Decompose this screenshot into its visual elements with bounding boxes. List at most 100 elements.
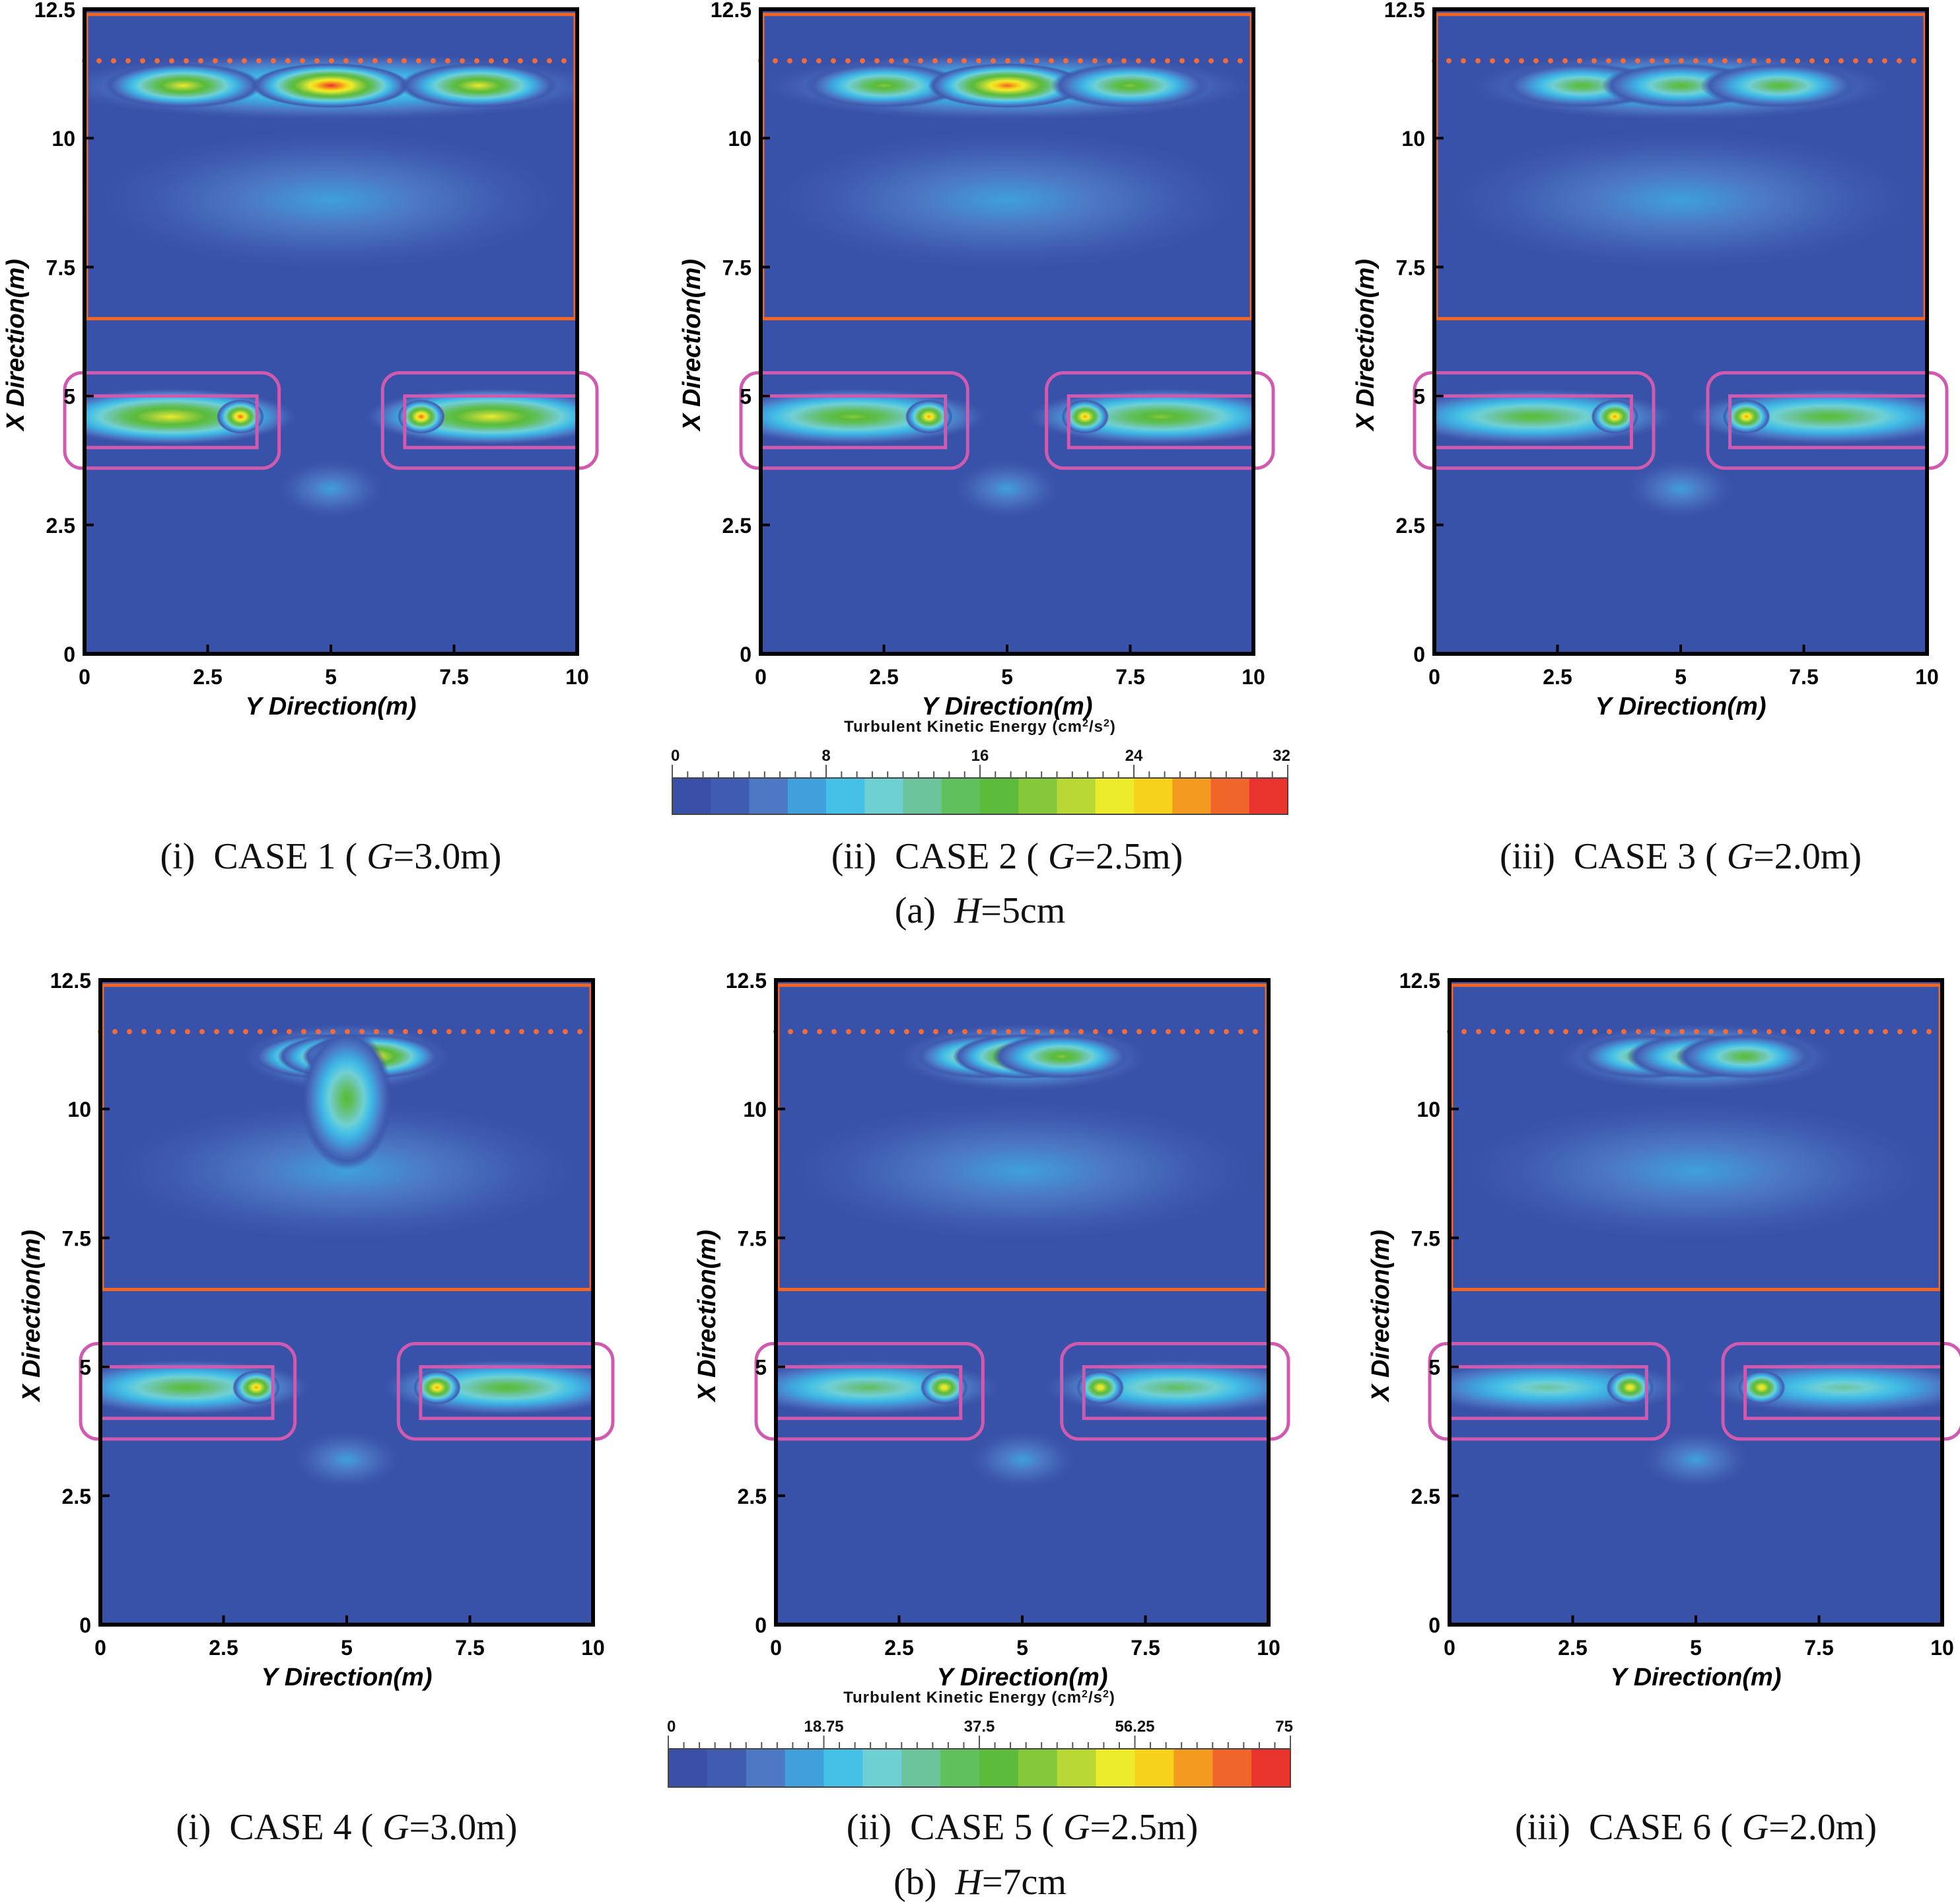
panel-case-4: 0 2.5 5 7.5 10 0 2.5 5 7.5 10 12.5 Y Direction(m) X … [18,969,615,1848]
caption-g-value: =2.0m [1768,1807,1864,1848]
y-tick-label: 10 [67,1098,91,1121]
y-tick-label: 10 [743,1098,767,1121]
x-tick-label: 10 [1257,1636,1280,1660]
contour-field [1434,9,1927,654]
structure-outer-right [1060,1341,1290,1441]
panel-case-3: 0 2.5 5 7.5 10 0 2.5 5 7.5 10 12.5 Y Direction(m) X … [1352,0,1949,877]
tke-hotspot [1061,399,1109,434]
tke-hotspot [413,1370,461,1405]
colorbar-swatch [1095,778,1135,814]
y-tick-label: 10 [52,127,75,151]
caption-case: CASE 6 [1589,1807,1711,1848]
colorbar-tick-label: 37.5 [964,1718,995,1736]
colorbar-tick-label: 0 [671,747,680,765]
x-tick-label: 7.5 [455,1636,484,1660]
caption-g-value: =3.0m [394,836,489,877]
y-tick-label: 12.5 [1384,0,1425,22]
y-tick-label: 0 [63,643,75,666]
y-tick-label: 5 [79,1356,91,1380]
colorbar-tick-label: 18.75 [804,1718,843,1736]
colorbar-swatch [668,1749,708,1787]
x-tick-label: 2.5 [884,1636,913,1660]
y-axis-title: X Direction(m) [1352,259,1380,432]
tke-peak [1700,63,1859,108]
y-tick-label: 10 [1417,1098,1440,1121]
structure-outer-right [1721,1341,1960,1441]
caption-g-value: =2.5m [1090,1807,1185,1848]
caption-g-value: =3.0m [409,1807,505,1848]
x-tick-label: 5 [1675,665,1687,689]
colorbar-swatch [1212,1749,1252,1787]
y-tick-label: 5 [1428,1356,1440,1380]
colorbar-swatch [1018,778,1057,814]
x-tick-label: 0 [755,665,767,689]
y-tick-label: 0 [1428,1613,1440,1637]
x-tick-label: 2.5 [869,665,898,689]
colorbar-title: Turbulent Kinetic Energy (cm2/s2) [843,1689,1115,1707]
x-tick-label: 0 [79,665,90,689]
colorbar-swatch [941,778,981,814]
low-level-patch [761,122,1253,277]
tke-hotspot [905,399,953,434]
x-axis-title: Y Direction(m) [936,1664,1107,1691]
colorbar-swatch [980,778,1019,814]
colorbar-tick-label: 32 [1273,747,1290,765]
x-axis-title: Y Direction(m) [921,693,1092,721]
x-axis-title: Y Direction(m) [261,1664,432,1691]
y-tick-label: 0 [755,1613,767,1637]
x-tick-label: 10 [581,1636,605,1660]
panel-case-5: 0 2.5 5 7.5 10 0 2.5 5 7.5 10 12.5 Y Direction(m) X … [693,969,1290,1848]
x-tick-label: 0 [1444,1636,1455,1660]
y-tick-label: 2.5 [722,514,752,538]
colorbar-tick-label: 24 [1125,747,1143,765]
structure-outer-left [63,370,281,470]
colorbar-swatch [1057,1749,1097,1787]
contour-field [761,9,1253,654]
colorbar: 0 8 16 24 32 Turbulent Kinetic Energy (cm2/s2… [671,718,1290,815]
colorbar-tick-label: 8 [822,747,830,765]
caption-case: CASE 5 [910,1807,1032,1848]
low-level-patch [776,1093,1269,1248]
tke-peak [804,63,963,108]
x-tick-label: 5 [325,665,337,689]
structure-outer-right [396,1341,615,1441]
y-tick-label: 0 [740,643,752,666]
tke-hotspot [920,1370,968,1405]
x-tick-label: 2.5 [1543,665,1572,689]
contour-field [85,9,577,654]
panel-caption: (ii) CASE 5 ( G=2.5m) [847,1807,1198,1848]
caption-case: CASE 4 [229,1807,351,1848]
tke-plume [300,1028,393,1170]
y-tick-label: 5 [755,1356,767,1380]
colorbar-swatch [785,1749,824,1787]
y-tick-label: 7.5 [46,256,75,279]
tke-hotspot [1606,1370,1654,1405]
y-tick-label: 12.5 [711,0,752,22]
y-tick-label: 2.5 [62,1485,91,1508]
colorbar-swatch [979,1749,1019,1787]
panel-caption: (iii) CASE 6 ( G=2.0m) [1515,1807,1877,1848]
y-tick-label: 10 [1401,127,1425,151]
x-tick-label: 10 [1242,665,1265,689]
colorbar-swatch [1173,1749,1213,1787]
colorbar-swatch [746,1749,786,1787]
x-tick-label: 10 [1915,665,1939,689]
colorbar-swatch [1172,778,1211,814]
colorbar-swatch [1057,778,1096,814]
caption-roman: (ii) [831,836,876,877]
y-axis-title: X Direction(m) [678,259,706,432]
x-tick-label: 7.5 [1131,1636,1160,1660]
colorbar-swatch [1096,1749,1135,1787]
caption-roman: (ii) [847,1807,892,1848]
structure-outer-right [380,370,599,470]
colorbar-swatch [1018,1749,1058,1787]
low-level-patch [963,1427,1082,1492]
caption-case: CASE 2 [895,836,1017,877]
colorbar-swatch [672,778,711,814]
x-tick-label: 10 [565,665,589,689]
y-axis-title: X Direction(m) [693,1230,721,1403]
colorbar-swatch [1251,1749,1291,1787]
panel-caption: (ii) CASE 2 ( G=2.5m) [831,836,1183,877]
y-tick-label: 7.5 [1396,256,1425,279]
y-tick-label: 7.5 [1411,1226,1440,1250]
